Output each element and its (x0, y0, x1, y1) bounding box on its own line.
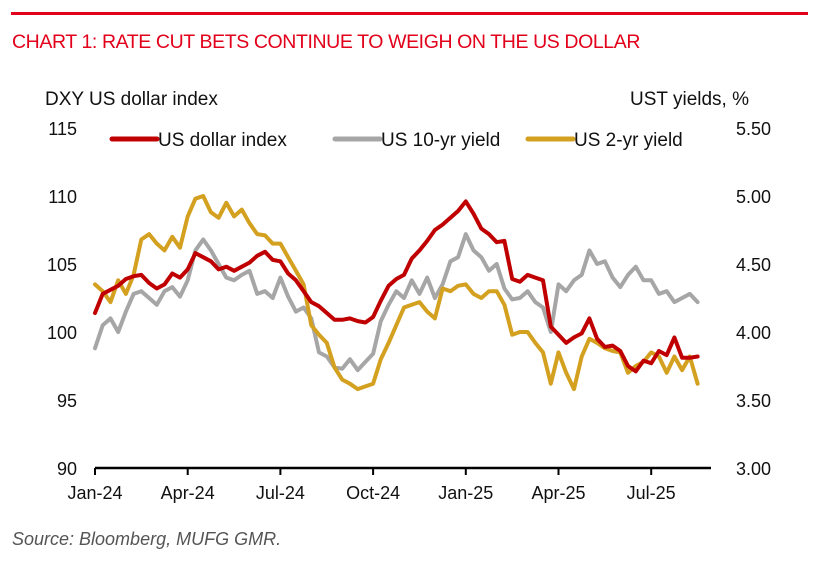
series-lines (93, 194, 700, 392)
right-axis-title: UST yields, % (630, 89, 749, 110)
left-y-tick-label: 90 (57, 459, 77, 479)
x-tick-label: Oct-24 (346, 483, 400, 503)
left-y-tick-label: 115 (48, 119, 77, 139)
axes: Jan-24 Apr-24 Jul-24 Oct-24 Jan-25 Apr-25 Jul-… (47, 119, 771, 503)
right-y-tick-label: 4.00 (736, 323, 771, 343)
right-y-tick-label: 3.50 (736, 391, 771, 411)
left-y-tick-label: 100 (47, 323, 77, 343)
x-tick-label: Jan-25 (438, 483, 493, 503)
right-y-tick-label: 3.00 (736, 459, 771, 479)
series-line-us-2-yr-yield (93, 194, 700, 392)
right-y-tick-label: 4.50 (736, 255, 771, 275)
left-axis-title: DXY US dollar index (45, 89, 218, 110)
left-y-tick-label: 105 (47, 255, 77, 275)
chart-title: CHART 1: RATE CUT BETS CONTINUE TO WEIGH… (12, 31, 641, 53)
legend: US dollar index US 10-yr yield US 2-yr yie… (109, 130, 683, 151)
series-line-us-dollar-index (93, 199, 700, 374)
x-tick-label: Jul-25 (627, 483, 676, 503)
left-y-tick-label: 110 (48, 187, 77, 207)
legend-label: US 2-yr yield (574, 130, 683, 151)
right-y-tick-label: 5.50 (736, 119, 771, 139)
right-y-tick-label: 5.00 (736, 187, 771, 207)
legend-label: US 10-yr yield (381, 130, 500, 151)
x-tick-label: Apr-24 (161, 483, 215, 503)
series-line-us-10-yr-yield (93, 232, 700, 373)
source-note: Source: Bloomberg, MUFG GMR. (12, 529, 282, 549)
x-tick-label: Jul-24 (256, 483, 305, 503)
x-tick-label: Apr-25 (531, 483, 585, 503)
left-y-tick-label: 95 (57, 391, 77, 411)
legend-label: US dollar index (158, 130, 287, 151)
x-tick-label: Jan-24 (67, 483, 122, 503)
header-rule (11, 12, 808, 15)
